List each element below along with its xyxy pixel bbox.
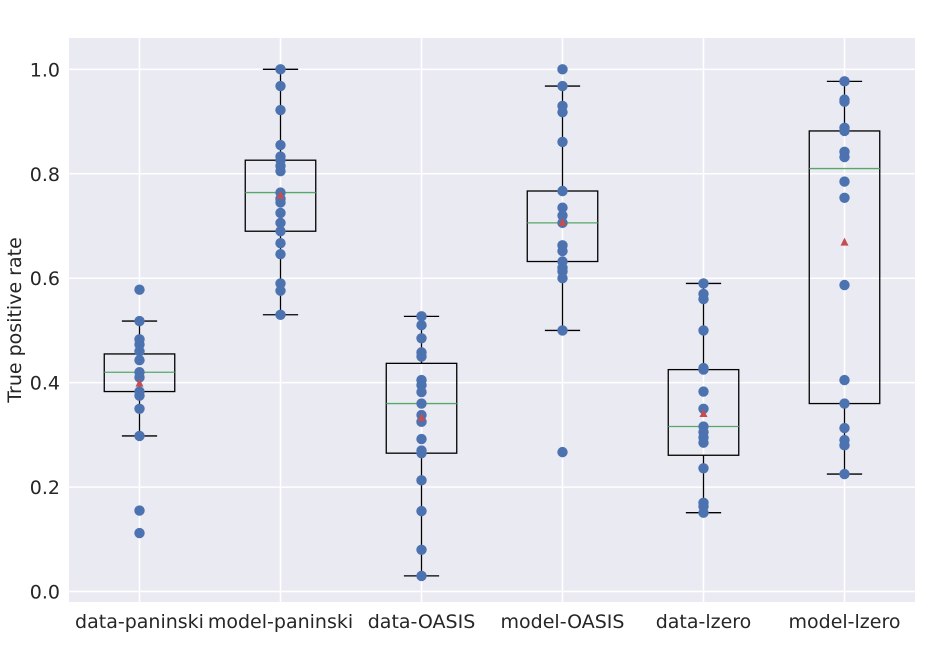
data-point: [839, 422, 850, 434]
y-tick-label: 0.0: [30, 582, 60, 604]
data-point: [698, 293, 709, 305]
data-point: [698, 364, 709, 375]
x-tick-label: data-paninski: [75, 611, 204, 633]
data-point: [698, 463, 709, 474]
data-point: [557, 202, 568, 213]
data-point: [275, 207, 286, 219]
data-point: [839, 151, 850, 163]
data-point: [557, 325, 568, 336]
y-tick-label: 0.4: [30, 373, 60, 395]
x-tick-label: data-OASIS: [368, 611, 476, 633]
data-point: [557, 210, 568, 221]
data-point: [839, 125, 850, 137]
data-point: [557, 446, 568, 458]
y-tick-labels: 0.0 0.2 0.4 0.6 0.8 1.0: [30, 59, 60, 603]
y-tick-label: 0.6: [30, 268, 60, 290]
data-point: [134, 315, 145, 327]
data-point: [416, 333, 427, 344]
data-point: [416, 447, 427, 459]
data-point: [698, 278, 709, 289]
data-point: [275, 64, 286, 75]
points-layer: [134, 64, 850, 582]
data-point: [275, 285, 286, 296]
data-point: [134, 403, 145, 414]
mean-marker: [699, 408, 708, 417]
data-point: [275, 278, 286, 289]
data-point: [416, 320, 427, 331]
data-point: [275, 249, 286, 260]
y-tick-label: 0.8: [30, 164, 60, 186]
data-point: [557, 80, 568, 92]
data-point: [839, 96, 850, 107]
data-point: [557, 136, 568, 148]
x-tick-label: data-lzero: [656, 611, 752, 633]
mean-marker: [417, 413, 426, 422]
data-point: [839, 176, 850, 187]
data-point: [416, 544, 427, 555]
data-point: [416, 475, 427, 486]
data-point: [557, 273, 568, 284]
data-point: [698, 403, 709, 414]
mean-marker: [276, 190, 285, 199]
x-tick-label: model-paninski: [208, 611, 353, 633]
data-point: [275, 197, 286, 208]
data-point: [698, 325, 709, 336]
data-point: [275, 139, 286, 151]
data-point: [698, 507, 709, 518]
y-axis-label: True positive rate: [4, 237, 26, 404]
mean-marker: [840, 237, 849, 246]
data-point: [134, 505, 145, 516]
data-point: [416, 570, 427, 582]
data-point: [275, 238, 286, 249]
data-point: [134, 527, 145, 539]
data-point: [839, 468, 850, 480]
data-point: [839, 279, 850, 291]
data-point: [416, 433, 427, 445]
data-point: [134, 430, 145, 442]
data-point: [698, 437, 709, 448]
y-tick-label: 1.0: [30, 59, 60, 81]
data-point: [839, 374, 850, 386]
data-point: [134, 372, 145, 383]
data-point: [275, 80, 286, 92]
data-point: [416, 505, 427, 517]
data-point: [134, 390, 145, 401]
data-point: [416, 398, 427, 409]
data-point: [134, 355, 145, 366]
data-point: [557, 64, 568, 75]
data-point: [134, 284, 145, 295]
data-point: [275, 104, 286, 116]
data-point: [839, 192, 850, 203]
x-tick-label: model-lzero: [789, 611, 901, 633]
data-point: [839, 440, 850, 451]
mean-marker: [135, 378, 144, 387]
data-point: [275, 226, 286, 237]
data-point: [275, 165, 286, 177]
x-tick-label: model-OASIS: [501, 611, 625, 633]
data-point: [416, 351, 427, 362]
data-point: [839, 76, 850, 87]
data-point: [557, 106, 568, 118]
data-point: [557, 185, 568, 197]
data-point: [839, 398, 850, 409]
data-point: [134, 346, 145, 357]
data-point: [557, 245, 568, 257]
data-point: [275, 309, 286, 320]
data-point: [416, 386, 427, 398]
mean-marker: [558, 217, 567, 226]
data-point: [416, 311, 427, 322]
data-point: [698, 386, 709, 397]
plot-area: [69, 38, 915, 602]
y-tick-label: 0.2: [30, 477, 60, 499]
data-point: [275, 217, 286, 229]
x-tick-labels: data-paninski model-paninski data-OASIS mod…: [75, 611, 900, 633]
